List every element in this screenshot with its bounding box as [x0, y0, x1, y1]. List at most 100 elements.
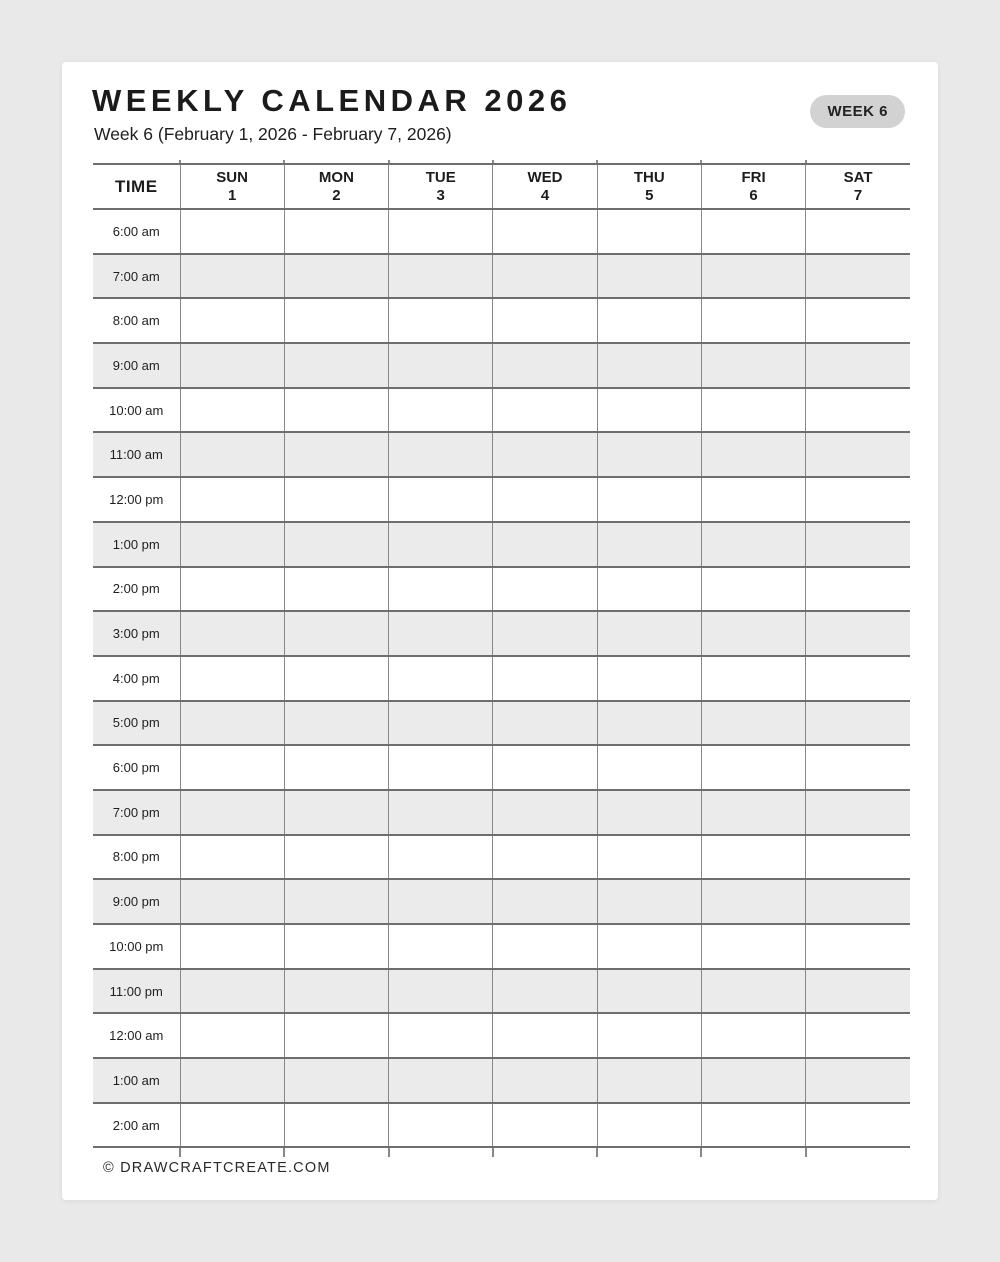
schedule-cell — [180, 209, 284, 254]
table-row: 9:00 am — [93, 343, 910, 388]
grid-line-tick — [700, 160, 702, 163]
schedule-cell — [806, 254, 910, 299]
schedule-cell — [597, 611, 701, 656]
schedule-cell — [806, 567, 910, 612]
week-badge: WEEK 6 — [810, 95, 905, 128]
time-label-cell: 12:00 am — [93, 1013, 180, 1058]
day-name: THU — [598, 169, 701, 187]
schedule-cell — [180, 1058, 284, 1103]
table-row: 8:00 pm — [93, 835, 910, 880]
schedule-cell — [597, 209, 701, 254]
time-label-cell: 11:00 pm — [93, 969, 180, 1014]
time-label-cell: 8:00 am — [93, 298, 180, 343]
schedule-cell — [597, 432, 701, 477]
schedule-cell — [806, 298, 910, 343]
day-name: SAT — [806, 169, 910, 187]
table-row: 4:00 pm — [93, 656, 910, 701]
schedule-cell — [597, 1013, 701, 1058]
schedule-cell — [180, 924, 284, 969]
schedule-cell — [389, 969, 493, 1014]
time-label-cell: 9:00 am — [93, 343, 180, 388]
day-number: 3 — [389, 187, 492, 205]
schedule-cell — [597, 298, 701, 343]
schedule-cell — [493, 745, 597, 790]
table-row: 1:00 am — [93, 1058, 910, 1103]
schedule-cell — [493, 388, 597, 433]
schedule-cell — [493, 879, 597, 924]
schedule-cell — [701, 522, 805, 567]
schedule-cell — [389, 477, 493, 522]
schedule-cell — [180, 790, 284, 835]
desktop-background: { "header": { "title": "WEEKLY CALENDAR … — [0, 0, 1000, 1262]
time-label-cell: 7:00 am — [93, 254, 180, 299]
day-column-header: FRI6 — [701, 164, 805, 209]
schedule-cell — [180, 611, 284, 656]
time-column-header: TIME — [93, 164, 180, 209]
schedule-cell — [389, 432, 493, 477]
page-title: WEEKLY CALENDAR 2026 — [92, 83, 571, 119]
schedule-cell — [284, 1058, 388, 1103]
schedule-cell — [493, 522, 597, 567]
schedule-cell — [389, 745, 493, 790]
schedule-cell — [389, 611, 493, 656]
schedule-cell — [389, 522, 493, 567]
schedule-cell — [389, 1013, 493, 1058]
schedule-cell — [493, 656, 597, 701]
schedule-cell — [597, 343, 701, 388]
schedule-cell — [806, 701, 910, 746]
week-range-subtitle: Week 6 (February 1, 2026 - February 7, 2… — [94, 124, 452, 145]
schedule-cell — [180, 835, 284, 880]
time-label-cell: 1:00 pm — [93, 522, 180, 567]
schedule-cell — [493, 254, 597, 299]
schedule-cell — [284, 522, 388, 567]
day-name: TUE — [389, 169, 492, 187]
grid-line-tick — [388, 160, 390, 163]
schedule-cell — [180, 298, 284, 343]
schedule-cell — [701, 879, 805, 924]
table-row: 12:00 pm — [93, 477, 910, 522]
schedule-cell — [284, 567, 388, 612]
day-number: 4 — [493, 187, 596, 205]
schedule-cell — [597, 388, 701, 433]
schedule-cell — [806, 745, 910, 790]
schedule-cell — [180, 477, 284, 522]
day-name: FRI — [702, 169, 805, 187]
schedule-cell — [493, 432, 597, 477]
schedule-cell — [597, 522, 701, 567]
schedule-cell — [389, 835, 493, 880]
schedule-cell — [493, 567, 597, 612]
schedule-cell — [597, 1103, 701, 1148]
schedule-cell — [597, 745, 701, 790]
schedule-cell — [597, 969, 701, 1014]
time-label-cell: 6:00 pm — [93, 745, 180, 790]
grid-line-tick — [700, 1148, 702, 1157]
schedule-cell — [806, 477, 910, 522]
day-column-header: MON2 — [284, 164, 388, 209]
schedule-cell — [284, 701, 388, 746]
schedule-cell — [389, 790, 493, 835]
schedule-cell — [597, 924, 701, 969]
schedule-cell — [806, 656, 910, 701]
schedule-cell — [597, 254, 701, 299]
schedule-cell — [701, 835, 805, 880]
schedule-cell — [180, 432, 284, 477]
schedule-cell — [180, 656, 284, 701]
schedule-cell — [806, 790, 910, 835]
schedule-cell — [284, 298, 388, 343]
schedule-cell — [806, 1058, 910, 1103]
schedule-body: 6:00 am7:00 am8:00 am9:00 am10:00 am11:0… — [93, 209, 910, 1147]
schedule-cell — [493, 835, 597, 880]
schedule-cell — [389, 567, 493, 612]
schedule-cell — [389, 343, 493, 388]
schedule-cell — [180, 388, 284, 433]
schedule-cell — [389, 1058, 493, 1103]
day-number: 2 — [285, 187, 388, 205]
grid-line-tick — [179, 1148, 181, 1157]
table-row: 7:00 am — [93, 254, 910, 299]
schedule-cell — [284, 1013, 388, 1058]
schedule-cell — [180, 1103, 284, 1148]
footer-credit: © DRAWCRAFTCREATE.COM — [103, 1160, 331, 1176]
schedule-cell — [701, 701, 805, 746]
schedule-cell — [389, 701, 493, 746]
schedule-cell — [597, 835, 701, 880]
